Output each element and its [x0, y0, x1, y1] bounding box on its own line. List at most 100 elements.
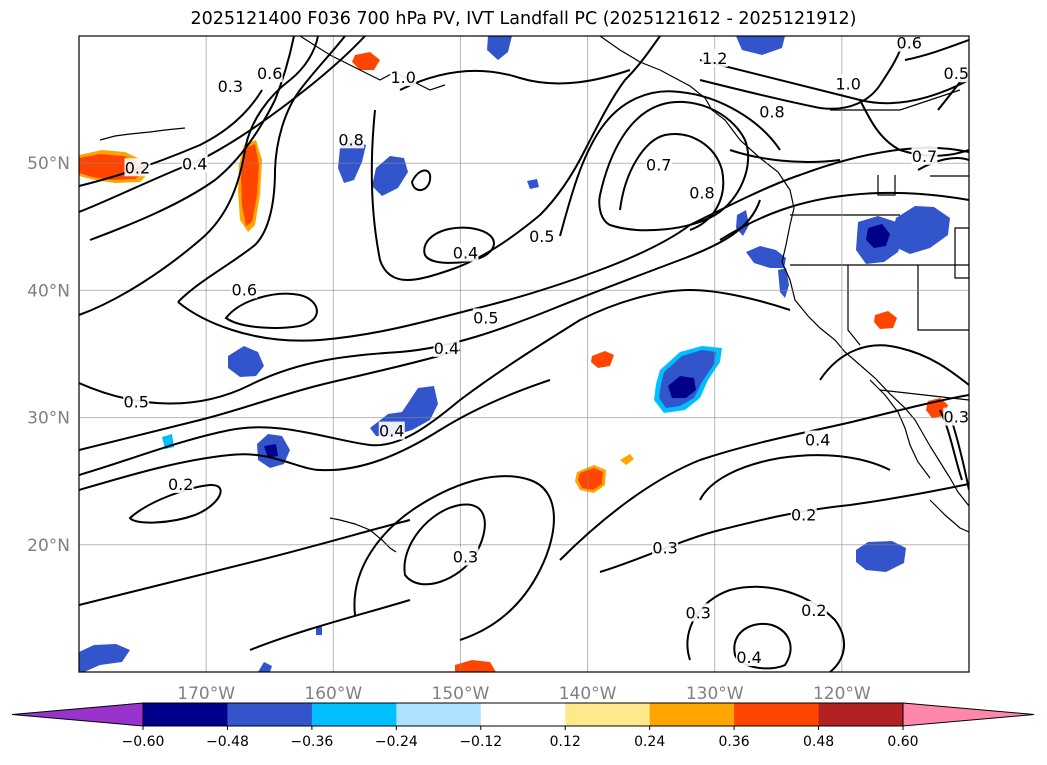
contour-line — [79, 89, 263, 187]
state-border — [830, 89, 961, 111]
negative-anomaly-area — [892, 206, 950, 254]
contour-line — [410, 169, 432, 191]
lat-tick-label: 40°N — [27, 281, 70, 301]
contour-label: 0.5 — [123, 392, 148, 411]
contour-label-bg — [528, 226, 555, 245]
contour-line — [79, 36, 366, 213]
baja-peninsula — [869, 379, 931, 479]
colorbar-extend-max — [902, 702, 1035, 727]
contour-label-bg — [217, 76, 244, 95]
contour-line — [699, 36, 906, 110]
contour-line — [403, 503, 486, 586]
lat-tick-label: 50°N — [27, 154, 70, 174]
contour-label: 0.7 — [912, 147, 937, 166]
contour-label-bg — [689, 183, 715, 202]
positive-anomaly-area — [620, 454, 634, 465]
contour-label-bg — [256, 64, 283, 83]
mexico-coast — [929, 499, 969, 533]
contour-line — [370, 36, 661, 281]
contour-label: 1.2 — [702, 49, 727, 68]
negative-anomaly-area — [258, 662, 272, 672]
contour-label-bg — [896, 33, 923, 52]
contour-label: 0.5 — [473, 308, 498, 327]
contour-label: 0.3 — [453, 548, 478, 567]
contour-label-bg — [452, 547, 479, 566]
contour-label: 0.6 — [232, 280, 257, 299]
state-border — [847, 265, 861, 346]
contour-label: 0.4 — [805, 430, 830, 449]
negative-anomaly-area — [746, 246, 786, 268]
contour-label-bg — [124, 158, 151, 177]
contour-line — [859, 99, 969, 157]
contour-label: 0.4 — [379, 422, 404, 441]
colorbar-segment — [565, 703, 651, 726]
contour-label-bg — [800, 600, 827, 619]
contour-line — [699, 59, 969, 105]
contour-line — [79, 349, 461, 451]
colorbar-tick-label: −0.60 — [122, 734, 165, 750]
contour-label: 0.3 — [652, 539, 677, 558]
contour-label: 0.8 — [689, 184, 714, 203]
colorbar-segment — [818, 703, 904, 726]
contour-line — [559, 394, 969, 561]
contour-line — [819, 344, 969, 386]
contour-line — [79, 36, 319, 316]
colorbar-extend-min — [11, 702, 144, 727]
negative-anomaly-area — [79, 644, 130, 672]
ivt-shading — [79, 36, 950, 672]
contour-line — [689, 146, 969, 226]
contour-line — [79, 288, 791, 476]
lon-tick-label: 170°W — [177, 684, 235, 704]
colorbar-tick-label: 0.12 — [550, 734, 581, 750]
negative-anomaly-area — [527, 179, 539, 189]
colorbar-tick-label: −0.12 — [459, 734, 502, 750]
contour-label: 0.2 — [791, 506, 816, 525]
contour-line — [89, 36, 295, 241]
state-border — [877, 175, 896, 196]
contour-line — [598, 100, 750, 232]
contour-line — [423, 226, 495, 264]
contour-label-bg — [652, 538, 679, 557]
negative-anomaly-area — [372, 156, 408, 196]
pv-contours — [79, 36, 969, 672]
contour-line — [904, 39, 969, 61]
contour-label-bg — [452, 243, 479, 262]
contour-label-bg — [943, 407, 970, 426]
contour-label-bg — [123, 392, 150, 411]
lon-tick-label: 120°W — [813, 684, 871, 704]
contour-label: 0.2 — [801, 601, 826, 620]
aleutian-islands — [99, 127, 186, 141]
contour-label: 0.5 — [529, 227, 554, 246]
colorbar-segment — [734, 703, 820, 726]
negative-anomaly-area — [487, 36, 512, 60]
negative-anomaly-area — [264, 444, 278, 458]
positive-anomaly-area — [578, 468, 603, 490]
contour-label: 0.2 — [125, 158, 150, 177]
contour-line — [177, 36, 346, 303]
contour-label: 1.0 — [835, 74, 860, 93]
contour-label-bg — [685, 603, 712, 622]
contour-label: 0.7 — [646, 156, 671, 175]
colorbar-segment — [396, 703, 482, 726]
map-frame — [78, 35, 970, 673]
contour-label-bg — [167, 475, 194, 494]
alaska-coast — [299, 36, 446, 91]
colorbar: −0.60 −0.48 −0.36 −0.24 −0.12 0.12 0.24 0.36 0.4… — [11, 702, 1035, 750]
map-background — [79, 36, 969, 672]
contour-label-bg — [804, 430, 831, 449]
contour-label-bg — [911, 146, 938, 165]
positive-anomaly-area — [455, 660, 496, 672]
contour-label-bg — [790, 505, 817, 524]
contour-label: 0.6 — [897, 34, 922, 53]
colorbar-segment — [649, 703, 735, 726]
colorbar-tick-label: −0.48 — [206, 734, 249, 750]
colorbar-segment — [480, 703, 566, 726]
contour-label-bg — [378, 421, 405, 440]
positive-anomaly-area — [352, 52, 380, 70]
contour-label: 0.6 — [257, 64, 282, 83]
contour-label-bg — [433, 338, 460, 357]
contour-label: 0.3 — [944, 408, 969, 427]
contour-label: 0.5 — [944, 64, 969, 83]
colorbar-tick-label: 0.36 — [719, 734, 750, 750]
positive-anomaly-area — [241, 144, 259, 226]
